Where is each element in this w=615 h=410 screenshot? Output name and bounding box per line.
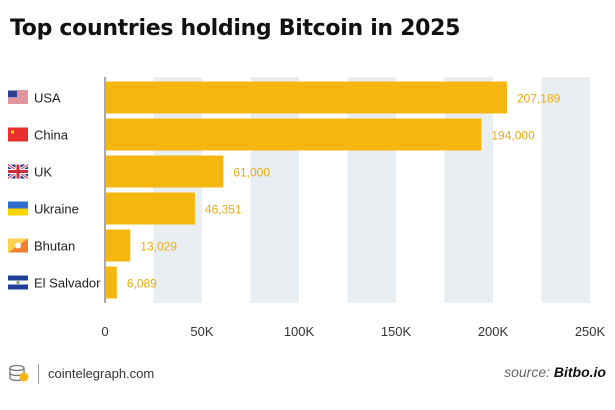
footer-divider	[38, 364, 39, 384]
bar-uk	[106, 155, 224, 188]
value-label: 13,029	[140, 240, 177, 254]
china-flag-icon	[8, 127, 28, 142]
bar-china	[106, 118, 482, 151]
bar-ukraine	[106, 192, 195, 225]
value-label: 194,000	[491, 129, 535, 143]
category-label: El Salvador	[34, 276, 101, 291]
x-tick-label: 150K	[381, 324, 412, 339]
source-credit: source: Bitbo.io	[504, 364, 606, 380]
category-label: Ukraine	[34, 202, 79, 217]
grid-band	[153, 77, 202, 303]
category-label: China	[34, 128, 69, 143]
source-name: Bitbo.io	[553, 364, 606, 380]
value-label: 6,089	[127, 277, 157, 291]
grid-band	[347, 77, 396, 303]
grid-band	[250, 77, 299, 303]
uk-flag-icon	[7, 163, 29, 180]
source-prefix: source:	[504, 364, 550, 380]
grid-band	[541, 77, 590, 303]
bar-el-salvador	[106, 266, 117, 299]
category-label: USA	[34, 91, 61, 106]
x-tick-label: 200K	[478, 324, 509, 339]
value-label: 46,351	[205, 203, 242, 217]
x-tick-label: 50K	[190, 324, 213, 339]
x-tick-label: 250K	[575, 324, 606, 339]
bhutan-flag-icon	[8, 238, 28, 253]
category-label: UK	[34, 165, 52, 180]
x-tick-label: 100K	[284, 324, 315, 339]
x-tick-label: 0	[101, 324, 108, 339]
category-label: Bhutan	[34, 239, 75, 254]
bar-usa	[106, 81, 507, 114]
value-label: 207,189	[517, 92, 561, 106]
cointelegraph-logo-icon	[9, 364, 29, 382]
chart-title: Top countries holding Bitcoin in 2025	[10, 16, 461, 41]
us-flag-icon	[8, 90, 28, 104]
el-salvador-flag-icon	[8, 275, 28, 290]
grid-band	[444, 77, 493, 303]
value-label: 61,000	[233, 166, 270, 180]
bar-bhutan	[106, 229, 131, 262]
footer-site-name: cointelegraph.com	[48, 366, 155, 381]
ukraine-flag-icon	[8, 201, 28, 216]
